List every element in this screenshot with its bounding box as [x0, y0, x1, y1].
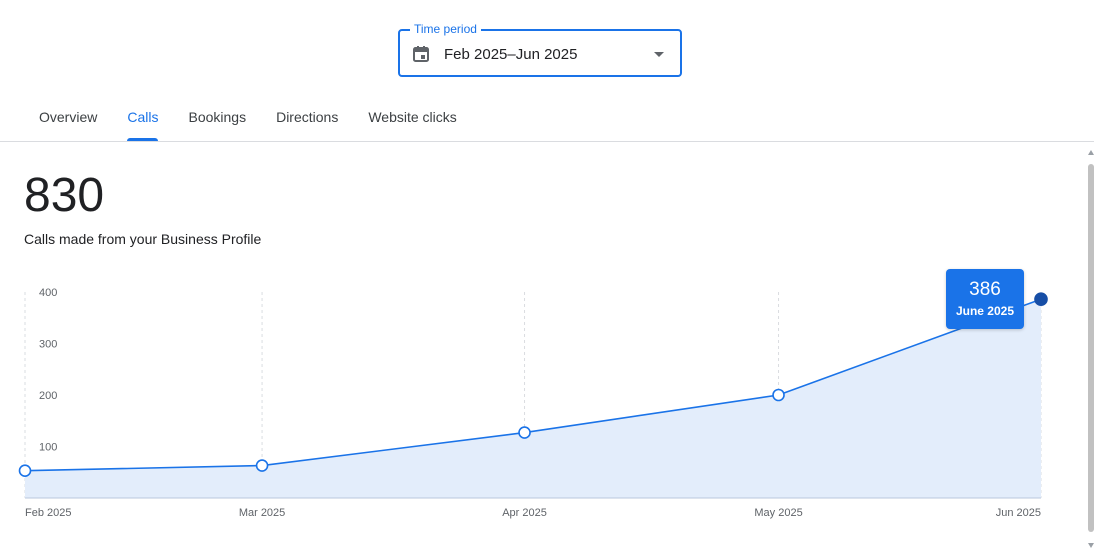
- tab-calls[interactable]: Calls: [112, 100, 173, 141]
- metric-caption: Calls made from your Business Profile: [24, 231, 262, 247]
- y-tick-label: 400: [39, 287, 57, 299]
- x-tick-label: Feb 2025: [25, 507, 71, 519]
- x-tick-label: Jun 2025: [996, 507, 1041, 519]
- scroll-thumb[interactable]: [1088, 164, 1094, 532]
- tab-directions[interactable]: Directions: [276, 109, 339, 125]
- x-tick-label: Apr 2025: [502, 507, 547, 519]
- tab-website-clicks[interactable]: Website clicks: [368, 109, 457, 125]
- tab-bookings[interactable]: Bookings: [188, 109, 247, 125]
- data-point-highlighted: [1034, 292, 1048, 307]
- y-tick-label: 200: [39, 390, 57, 402]
- scroll-up-icon[interactable]: [1088, 150, 1094, 155]
- data-point: [18, 464, 32, 478]
- metric-value: 830: [24, 169, 105, 222]
- tabs-divider: [0, 141, 1094, 142]
- data-point: [518, 426, 531, 439]
- scrollbar[interactable]: [1087, 150, 1094, 548]
- calendar-icon: [412, 45, 430, 63]
- chevron-down-icon: [654, 52, 664, 57]
- calls-chart: 100 200 300 400 Feb 2025 Mar 2025 Apr 2025 May …: [18, 287, 1048, 519]
- chart-tooltip: 386 June 2025: [946, 269, 1024, 329]
- y-tick-label: 300: [39, 339, 57, 351]
- area-fill: [25, 299, 1041, 498]
- data-point: [772, 388, 785, 402]
- scroll-down-icon[interactable]: [1088, 543, 1094, 548]
- time-period-value: Feb 2025–Jun 2025: [444, 46, 578, 63]
- tab-overview[interactable]: Overview: [39, 109, 98, 125]
- time-period-select[interactable]: Time period Feb 2025–Jun 2025: [398, 21, 682, 77]
- tooltip-date: June 2025: [955, 304, 1015, 318]
- data-point: [255, 459, 269, 472]
- x-tick-label: Mar 2025: [239, 507, 285, 519]
- tab-bar: Overview Calls Bookings Directions Websi…: [24, 100, 472, 141]
- time-period-label: Time period: [410, 21, 481, 37]
- tooltip-value: 386: [969, 279, 1001, 300]
- x-tick-label: May 2025: [754, 507, 802, 519]
- y-tick-label: 100: [39, 442, 57, 454]
